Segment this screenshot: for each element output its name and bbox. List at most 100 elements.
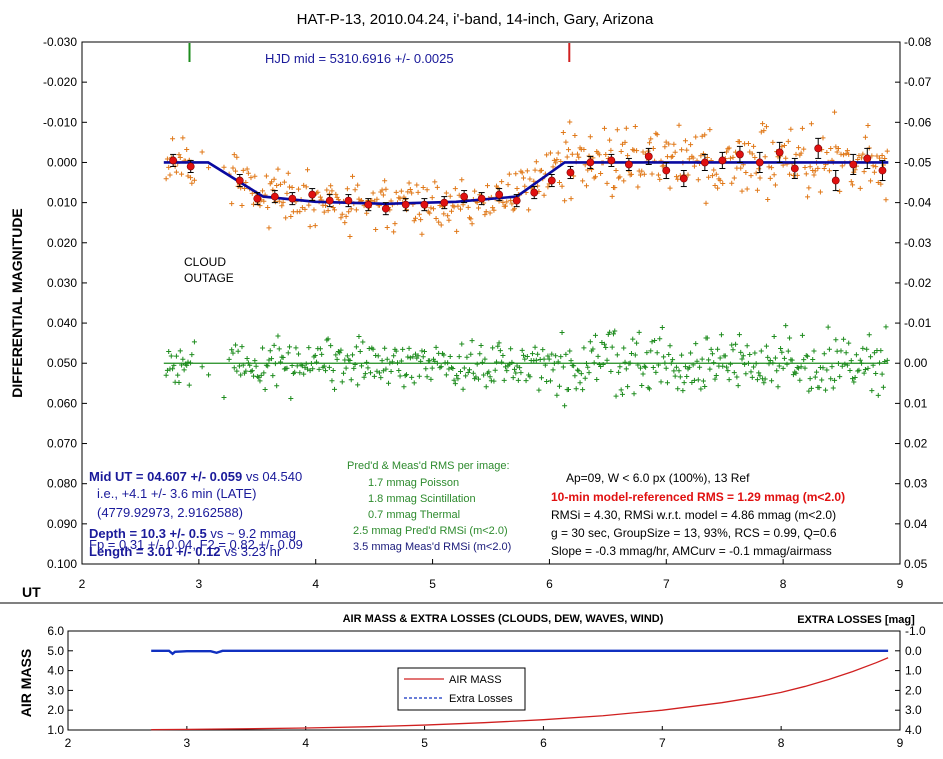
raw-point bbox=[469, 221, 475, 227]
residual-point bbox=[307, 368, 313, 374]
raw-point bbox=[747, 149, 753, 155]
residual-point bbox=[490, 345, 496, 351]
residual-point bbox=[455, 376, 461, 382]
residual-point bbox=[452, 381, 458, 387]
residual-point bbox=[676, 368, 682, 374]
raw-point bbox=[405, 189, 411, 195]
raw-point bbox=[271, 176, 277, 182]
residual-point bbox=[811, 348, 817, 354]
residual-point bbox=[747, 352, 753, 358]
raw-point bbox=[706, 174, 712, 180]
residual-point bbox=[520, 352, 526, 358]
residual-point bbox=[366, 346, 372, 352]
residual-point bbox=[384, 356, 390, 362]
raw-point bbox=[398, 188, 404, 194]
x-tick-label: 4 bbox=[312, 577, 319, 591]
raw-point bbox=[837, 188, 843, 194]
model-lines bbox=[163, 161, 889, 364]
airmass-y-tick-label: 2.0 bbox=[47, 703, 64, 717]
raw-point bbox=[303, 184, 309, 190]
raw-point bbox=[592, 174, 598, 180]
raw-point bbox=[373, 226, 379, 232]
raw-point bbox=[504, 199, 510, 205]
binned-point bbox=[477, 194, 486, 203]
residual-point bbox=[869, 388, 875, 394]
raw-point bbox=[709, 173, 715, 179]
residual-point bbox=[497, 348, 503, 354]
raw-point bbox=[243, 179, 249, 185]
airmass-x-tick-label: 3 bbox=[184, 736, 191, 750]
binned-point bbox=[607, 156, 616, 165]
residual-point bbox=[652, 338, 658, 344]
raw-point bbox=[641, 171, 647, 177]
residual-point bbox=[832, 377, 838, 383]
raw-point bbox=[257, 203, 263, 209]
raw-point bbox=[502, 203, 508, 209]
residual-point bbox=[419, 348, 425, 354]
coords-annotation: (4779.92973, 2.9162588) bbox=[97, 505, 243, 520]
raw-point bbox=[861, 169, 867, 175]
raw-point bbox=[527, 176, 533, 182]
raw-point bbox=[414, 182, 420, 188]
raw-point bbox=[170, 136, 176, 142]
residual-point bbox=[756, 370, 762, 376]
residual-point bbox=[538, 375, 544, 381]
y-tick-label: -0.030 bbox=[43, 35, 77, 49]
raw-point bbox=[514, 186, 520, 192]
residual-point bbox=[446, 366, 452, 372]
raw-point bbox=[391, 229, 397, 235]
residual-point bbox=[483, 384, 489, 390]
raw-point bbox=[703, 200, 709, 206]
raw-point bbox=[560, 130, 566, 135]
residual-point bbox=[547, 378, 553, 384]
binned-point bbox=[401, 200, 410, 209]
depth-value: Depth = 10.3 +/- 0.5 bbox=[89, 526, 207, 541]
raw-point bbox=[184, 147, 190, 153]
raw-point bbox=[787, 171, 793, 177]
binned-point bbox=[863, 154, 872, 163]
residual-point bbox=[314, 359, 320, 365]
residual-point bbox=[287, 344, 293, 350]
raw-point bbox=[752, 155, 758, 161]
residual-point bbox=[492, 367, 498, 373]
residual-point bbox=[612, 328, 618, 334]
raw-point bbox=[475, 205, 481, 211]
raw-point bbox=[269, 179, 275, 185]
raw-point bbox=[446, 217, 452, 223]
raw-point bbox=[824, 150, 830, 156]
residual-point bbox=[271, 342, 277, 348]
hjd-annotation: HJD mid = 5310.6916 +/- 0.0025 bbox=[265, 51, 454, 66]
raw-point bbox=[266, 225, 272, 231]
raw-point bbox=[655, 172, 661, 178]
residual-point bbox=[744, 343, 750, 349]
residual-point bbox=[379, 358, 385, 364]
residual-point bbox=[693, 341, 699, 347]
residual-point bbox=[757, 373, 763, 379]
y2-tick-label: -0.02 bbox=[904, 276, 932, 290]
residual-point bbox=[806, 388, 812, 394]
raw-point bbox=[278, 181, 284, 187]
raw-point bbox=[598, 171, 604, 177]
residual-point bbox=[454, 372, 460, 378]
residual-point bbox=[427, 358, 433, 364]
residual-point bbox=[819, 377, 825, 383]
poisson-line: 1.7 mmag Poisson bbox=[368, 477, 459, 489]
residual-point bbox=[221, 394, 227, 400]
residual-point bbox=[230, 350, 236, 356]
raw-point bbox=[572, 133, 578, 139]
residual-point bbox=[823, 387, 829, 393]
residual-point bbox=[779, 349, 785, 355]
raw-point bbox=[743, 170, 749, 176]
residual-point bbox=[812, 374, 818, 380]
residual-point bbox=[864, 346, 870, 352]
residual-point bbox=[535, 351, 541, 357]
residual-point bbox=[880, 384, 886, 390]
raw-point bbox=[601, 125, 607, 131]
residual-point bbox=[599, 339, 605, 345]
raw-point bbox=[685, 172, 691, 178]
raw-point bbox=[712, 183, 718, 189]
legend-airmass-label: AIR MASS bbox=[449, 674, 502, 686]
residual-point bbox=[742, 361, 748, 367]
residual-point bbox=[386, 380, 392, 386]
